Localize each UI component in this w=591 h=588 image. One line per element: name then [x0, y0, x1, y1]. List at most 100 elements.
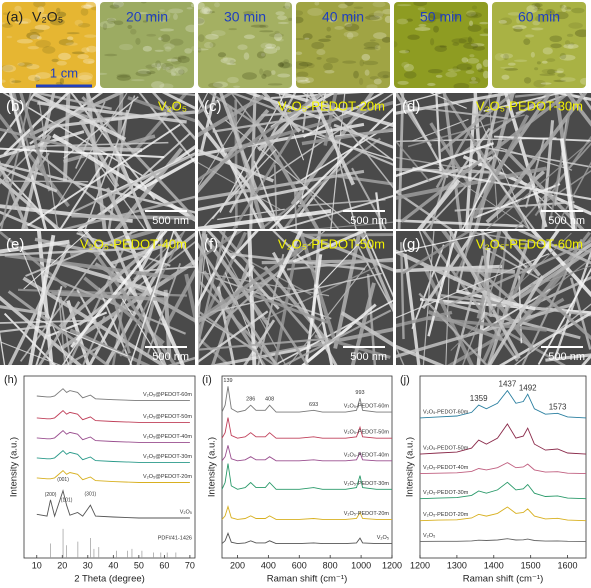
spectrum-line	[419, 538, 587, 542]
texture-spot	[534, 67, 539, 71]
texture-spot	[29, 34, 40, 40]
nanowire	[539, 169, 591, 207]
texture-spot	[170, 56, 182, 65]
texture-spot	[325, 35, 332, 39]
texture-spot	[173, 13, 178, 20]
texture-spot	[102, 23, 108, 31]
panel-label: (b)	[6, 98, 24, 115]
nanowire	[396, 219, 524, 228]
texture-spot	[369, 76, 379, 80]
nanowire	[83, 231, 140, 301]
texture-spot	[296, 16, 304, 24]
nanowire	[0, 165, 58, 193]
texture-spot	[214, 2, 220, 8]
texture-spot	[363, 46, 379, 50]
texture-spot	[500, 66, 514, 69]
texture-spot	[452, 13, 460, 20]
nanowire	[198, 162, 281, 210]
texture-spot	[27, 74, 41, 82]
nanowire	[71, 153, 195, 214]
nanowire	[10, 134, 52, 210]
texture-spot	[466, 10, 476, 17]
nanowire	[198, 231, 243, 262]
nanowire	[496, 93, 588, 209]
texture-spot	[49, 18, 65, 26]
nanowire	[3, 312, 57, 365]
nanowire	[0, 319, 97, 324]
panel-label: (i)	[202, 374, 212, 386]
texture-spot	[353, 70, 359, 79]
nanowire	[455, 289, 536, 311]
texture-spot	[536, 61, 541, 65]
nanowire	[500, 242, 591, 307]
texture-spot	[74, 19, 84, 26]
x-tick-label: 60	[159, 560, 169, 570]
nanowire	[498, 311, 591, 365]
texture-spot	[531, 2, 543, 8]
texture-spot	[479, 33, 488, 37]
texture-spot	[447, 68, 462, 72]
texture-spot	[135, 37, 141, 45]
texture-spot	[540, 82, 552, 85]
sem-image	[198, 93, 393, 229]
texture-spot	[145, 64, 156, 69]
nanowire	[82, 315, 106, 365]
texture-spot	[516, 17, 521, 24]
nanowire	[300, 233, 393, 237]
texture-spot	[58, 38, 74, 46]
nanowire	[129, 231, 175, 365]
sem-image	[396, 231, 591, 365]
texture-spot	[366, 84, 378, 88]
texture-spot	[532, 20, 540, 26]
texture-spot	[163, 43, 175, 50]
texture-spot	[232, 85, 241, 88]
texture-spot	[26, 64, 40, 70]
nanowire	[19, 246, 70, 365]
panel-label: (c)	[204, 98, 222, 115]
texture-spot	[275, 38, 284, 42]
nanowire	[483, 93, 564, 112]
texture-spot	[534, 3, 541, 10]
texture-spot	[546, 58, 556, 62]
nanowire	[200, 148, 277, 229]
texture-spot	[533, 7, 544, 11]
texture-spot	[334, 26, 344, 30]
texture-spot	[382, 74, 389, 79]
nanowire	[198, 275, 274, 324]
nanowire	[423, 265, 516, 274]
texture-spot	[329, 17, 335, 23]
tile-label: 60 min	[518, 9, 560, 25]
spectrum-line	[221, 386, 392, 413]
nanowire	[212, 111, 335, 133]
nanowire	[202, 270, 266, 365]
texture-spot	[59, 77, 64, 86]
nanowire	[81, 96, 195, 221]
spectrum-line	[36, 489, 190, 519]
texture-spot	[323, 62, 333, 71]
texture-spot	[203, 41, 214, 49]
panel-title: V₂O₅	[158, 98, 187, 113]
nanowire	[481, 231, 493, 318]
texture-spot	[261, 52, 266, 57]
series-label: V₂O₅-PEDOT-40m	[344, 452, 390, 458]
nanowire	[184, 273, 195, 326]
nanowire	[54, 93, 128, 210]
texture-spot	[29, 28, 45, 33]
texture-spot	[11, 80, 22, 83]
texture-spot	[358, 77, 364, 86]
texture-spot	[58, 52, 71, 61]
texture-spot	[65, 42, 78, 46]
nanowire	[470, 143, 535, 229]
texture-spot	[186, 7, 193, 10]
texture-spot	[14, 5, 22, 12]
texture-spot	[396, 18, 409, 25]
texture-spot	[435, 74, 443, 78]
texture-spot	[267, 83, 283, 86]
texture-spot	[353, 6, 364, 10]
series-label: V₂O₅	[377, 535, 389, 541]
texture-spot	[112, 2, 124, 8]
nanowire	[541, 120, 555, 229]
spectrum-line	[36, 409, 190, 423]
texture-spot	[277, 73, 291, 78]
texture-spot	[274, 30, 280, 34]
